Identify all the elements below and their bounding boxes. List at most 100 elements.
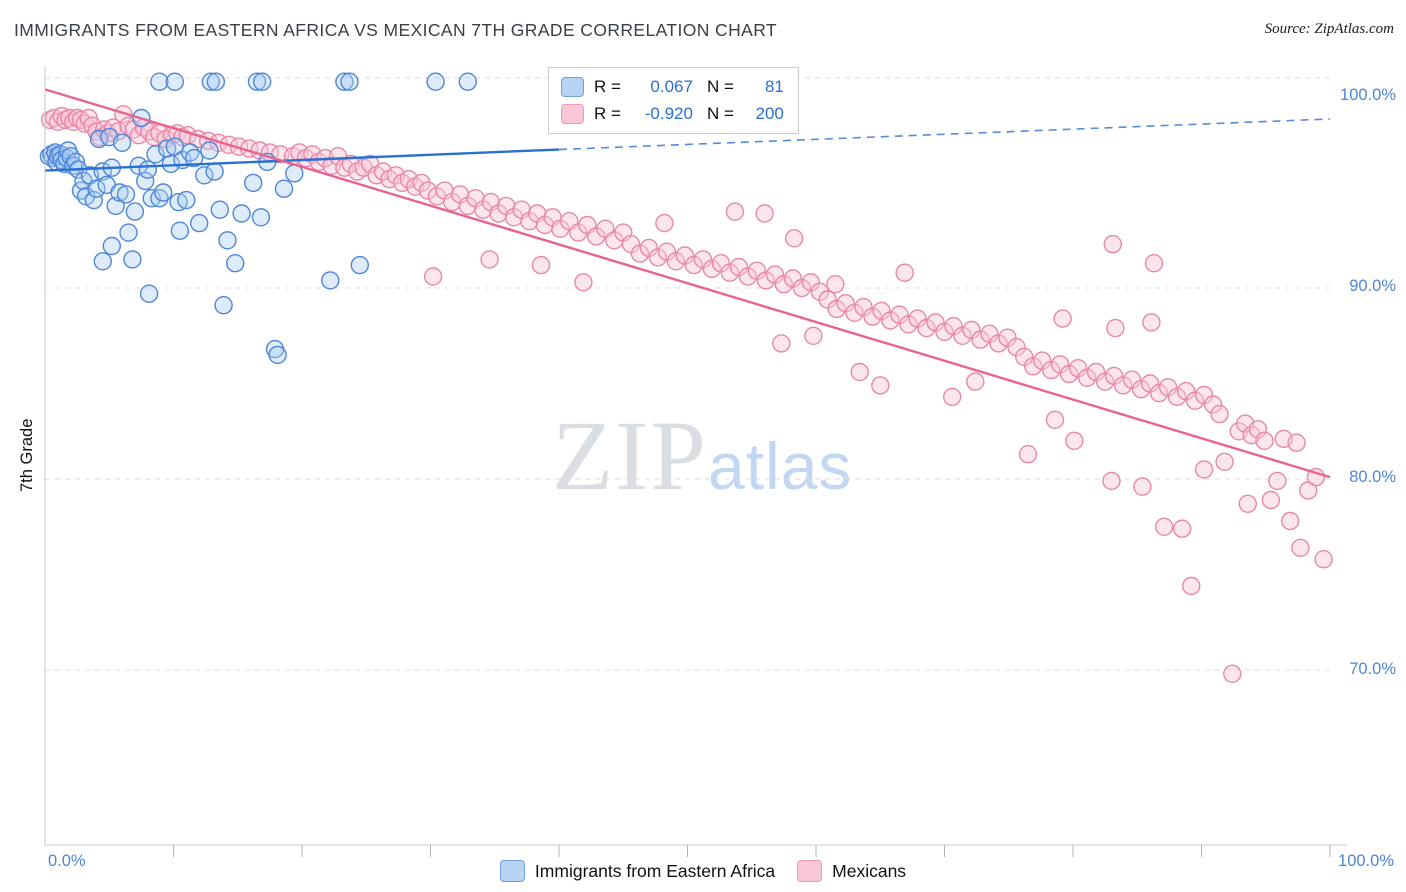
r-label: R = (594, 77, 621, 96)
data-point (792, 278, 812, 298)
data-point (971, 330, 990, 349)
pink-series-swatch (561, 104, 584, 124)
data-point (1053, 309, 1072, 328)
data-point (1181, 576, 1201, 596)
data-point (826, 275, 845, 294)
y-tick-label-100: 100.0% (1340, 86, 1396, 104)
data-point (200, 141, 219, 160)
data-point (251, 208, 271, 227)
data-point (125, 202, 145, 221)
data-point (1255, 431, 1274, 450)
data-point (1103, 234, 1123, 254)
data-point (1167, 387, 1187, 407)
data-point (943, 387, 962, 407)
data-point (135, 171, 155, 191)
data-point (268, 345, 287, 365)
data-point (170, 221, 190, 240)
data-point (1007, 338, 1026, 357)
data-point (1095, 372, 1115, 391)
data-point (1077, 368, 1097, 387)
data-point (225, 254, 245, 273)
data-point (1194, 460, 1214, 479)
data-point (1306, 467, 1326, 487)
n-label: N = (706, 104, 734, 123)
data-point (116, 185, 136, 204)
data-point (1185, 391, 1205, 410)
data-point (102, 236, 122, 256)
data-point (150, 72, 169, 91)
data-point (1280, 511, 1300, 531)
data-point (243, 173, 263, 193)
data-point (93, 252, 113, 271)
data-point (84, 190, 104, 210)
y-axis-title: 7th Grade (18, 418, 36, 492)
legend-row-pink: R = -0.920 N = 200 (561, 104, 784, 124)
data-point (899, 315, 918, 334)
data-point (138, 160, 158, 179)
n-value-pink: 200 (755, 104, 784, 123)
data-point (966, 372, 985, 391)
data-point (648, 248, 668, 267)
data-point (110, 183, 129, 202)
data-point (1065, 431, 1084, 450)
r-value-pink: -0.920 (644, 104, 693, 123)
data-point (1131, 380, 1151, 399)
y-tick-label-80: 80.0% (1349, 468, 1396, 486)
data-point (850, 362, 869, 382)
data-point (738, 267, 758, 286)
legend-row-blue: R = 0.067 N = 81 (561, 77, 784, 97)
data-point (772, 334, 791, 353)
data-point (1291, 538, 1310, 557)
trend-lines (44, 88, 1331, 479)
data-point (774, 275, 794, 294)
data-point (989, 334, 1008, 353)
data-point (1215, 452, 1234, 471)
r-label: R = (594, 104, 621, 123)
series-points-blue (39, 72, 477, 365)
legend-item-eastern-africa: Immigrants from Eastern Africa (499, 860, 775, 882)
y-tick-label-70: 70.0% (1349, 660, 1396, 678)
legend-item-mexicans: Mexicans (797, 860, 906, 882)
page-title: IMMIGRANTS FROM EASTERN AFRICA VS MEXICA… (14, 20, 778, 40)
data-point (189, 213, 209, 233)
data-point (720, 263, 740, 282)
data-point (1223, 664, 1242, 683)
data-point (153, 183, 173, 202)
data-point (1041, 360, 1061, 380)
data-point (108, 122, 128, 141)
series-points-pink (40, 104, 1333, 683)
data-point (845, 303, 864, 322)
trend-line-solid (44, 88, 1331, 479)
data-point (206, 72, 226, 91)
data-point (1248, 420, 1268, 439)
y-tick-label-90: 90.0% (1349, 277, 1396, 295)
data-point (1203, 395, 1223, 414)
data-point (871, 376, 890, 395)
data-point (935, 322, 954, 342)
data-point (423, 267, 443, 286)
data-point (1045, 410, 1065, 429)
data-point (426, 72, 445, 91)
data-point (177, 190, 196, 210)
data-point (1210, 404, 1229, 424)
data-point (1287, 433, 1306, 452)
n-value-blue: 81 (764, 77, 784, 96)
data-point (274, 179, 294, 198)
data-point (112, 133, 132, 153)
data-point (165, 72, 185, 91)
data-point (785, 229, 804, 248)
data-point (531, 255, 551, 275)
blue-series-swatch (499, 860, 525, 882)
data-point (755, 204, 774, 223)
data-point (804, 326, 823, 345)
data-point (335, 72, 354, 91)
correlation-legend: R = 0.067 N = 81 R = -0.920 N = 200 (548, 67, 799, 134)
data-point (630, 244, 650, 263)
data-point (702, 259, 722, 279)
data-point (340, 72, 359, 91)
data-point (1172, 519, 1192, 538)
data-point (87, 179, 106, 198)
data-point (881, 311, 900, 330)
source-link[interactable]: Source: ZipAtlas.com (1264, 21, 1394, 37)
